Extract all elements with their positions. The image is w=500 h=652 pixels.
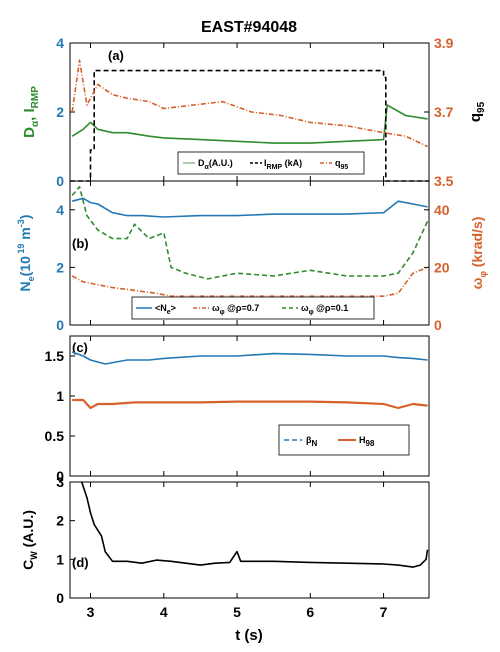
y-tick-label-right: 3.5 (434, 173, 454, 189)
y-tick-label: 0.5 (45, 428, 65, 444)
panel-b-frame (69, 180, 430, 326)
y-tick-label: 3 (56, 474, 64, 490)
x-tick-label: 7 (380, 604, 388, 620)
y-tick-label-right: 20 (434, 259, 450, 275)
y-tick-label-right: 3.7 (434, 104, 454, 120)
panel-b-ylabel-left: Ne(10 19 m-3) (16, 215, 36, 292)
series-line-c-w (80, 481, 429, 568)
x-tick-label: 4 (160, 604, 168, 620)
series-line-q-95 (71, 59, 428, 148)
panel-b-ylabel-right: ωφ (krad/s) (469, 217, 488, 290)
y-tick-label: 0 (56, 590, 64, 606)
panel-a-ylabel-left: Dα, IRMP (21, 86, 41, 138)
series-line--n-e- (71, 197, 428, 218)
series-line-i-rmp-ka- (70, 69, 429, 182)
y-tick-label: 2 (56, 513, 64, 529)
x-tick-label: 3 (87, 604, 95, 620)
panel-d-label: (d) (72, 555, 89, 570)
y-tick-label: 2 (56, 259, 64, 275)
series-line--0-7 (71, 266, 428, 298)
y-tick-label: 4 (56, 202, 64, 218)
panel-a-label: (a) (108, 48, 124, 63)
panel-b-legend: <Ne> ωφ @ρ=0.7 ωφ @ρ=0.1 (131, 296, 375, 320)
figure-title: EAST#94048 (201, 19, 297, 36)
y-tick-label: 1.5 (45, 348, 65, 364)
y-tick-label: 0 (56, 468, 64, 484)
panel-c-label: (c) (72, 340, 88, 355)
y-tick-label: 1 (56, 551, 64, 567)
y-tick-label: 0 (56, 317, 64, 333)
y-tick-label: 1 (56, 388, 64, 404)
x-tick-label: 5 (233, 604, 241, 620)
y-tick-label-right: 40 (434, 202, 450, 218)
series-layer (70, 59, 429, 568)
panel-c-frame (69, 335, 430, 477)
panel-a-ylabel-right: q95 (467, 101, 487, 122)
legend-entry-betan: βN (306, 435, 318, 448)
legend-entry-h98: H98 (359, 435, 375, 448)
panel-c-legend: βN H98 (278, 424, 410, 456)
series-line--0-1 (71, 186, 429, 280)
legend-entry-omega07: ωφ @ρ=0.7 (212, 303, 259, 316)
panel-d-frame (69, 481, 430, 599)
y-tick-label-right: 3.9 (434, 35, 454, 51)
legend-entry-ne: <Ne> (155, 303, 176, 316)
legend-entry-omega01: ωφ @ρ=0.1 (301, 303, 348, 316)
y-tick-label: 4 (56, 35, 64, 51)
x-axis-title: t (s) (235, 627, 263, 644)
panel-a-legend: Dα(A.U.) IRMP (kA) q95 (177, 151, 365, 175)
x-tick-label: 6 (306, 604, 314, 620)
panel-d-ylabel: CW (A.U.) (20, 510, 39, 570)
y-tick-label-right: 0 (434, 317, 442, 333)
y-tick-label: 2 (56, 104, 64, 120)
series-line-d-a-u- (71, 104, 428, 144)
panel-b-label: (b) (72, 236, 89, 251)
series-line-h-98 (72, 398, 428, 410)
series-line--n (71, 351, 428, 365)
y-tick-label: 0 (56, 173, 64, 189)
